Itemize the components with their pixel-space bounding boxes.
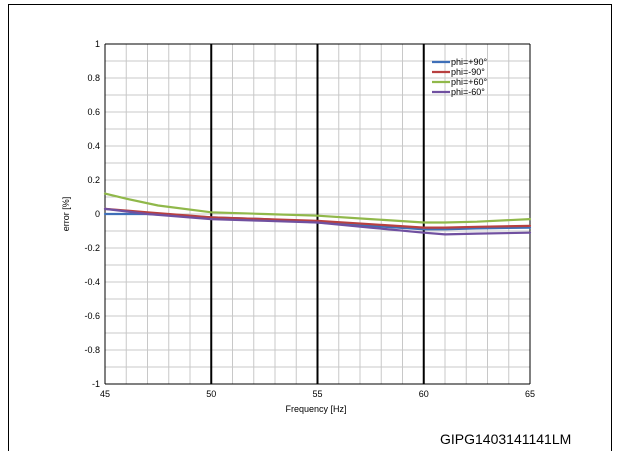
- x-tick-labels: 45 50 55 60 65: [100, 389, 535, 399]
- y-tick-label: 0: [95, 209, 100, 219]
- y-tick-labels: -1 -0.8 -0.6 -0.4 -0.2 0 0.2 0.4 0.6 0.8 1: [84, 39, 100, 389]
- series-layer: [103, 192, 532, 236]
- x-tick-label: 45: [100, 389, 110, 399]
- series-line-2: [103, 207, 532, 229]
- figure-id: GIPG1403141141LM: [440, 431, 572, 447]
- x-tick-label: 50: [206, 389, 216, 399]
- y-tick-label: -0.6: [84, 311, 100, 321]
- series-line-4: [103, 207, 532, 236]
- y-tick-label: 0.8: [87, 73, 100, 83]
- legend-entry-3: phi=+60°: [451, 77, 488, 87]
- y-tick-label: -0.8: [84, 345, 100, 355]
- legend-entry-1: phi=+90°: [451, 57, 488, 67]
- legend-entry-4: phi=-60°: [451, 87, 485, 97]
- x-axis-label: Frequency [Hz]: [285, 404, 346, 414]
- y-tick-label: 1: [95, 39, 100, 49]
- y-tick-label: -1: [92, 379, 100, 389]
- legend-entry-2: phi=-90°: [451, 67, 485, 77]
- x-tick-label: 55: [312, 389, 322, 399]
- y-tick-label: 0.6: [87, 107, 100, 117]
- y-tick-label: -0.2: [84, 243, 100, 253]
- y-tick-label: 0.4: [87, 141, 100, 151]
- legend: phi=+90°phi=-90°phi=+60°phi=-60°: [432, 57, 488, 97]
- figure-frame: [8, 4, 612, 451]
- y-tick-label: -0.4: [84, 277, 100, 287]
- x-tick-label: 60: [419, 389, 429, 399]
- y-tick-label: 0.2: [87, 175, 100, 185]
- series-line-3: [103, 192, 532, 224]
- y-axis-label: error [%]: [61, 197, 71, 232]
- x-tick-label: 65: [525, 389, 535, 399]
